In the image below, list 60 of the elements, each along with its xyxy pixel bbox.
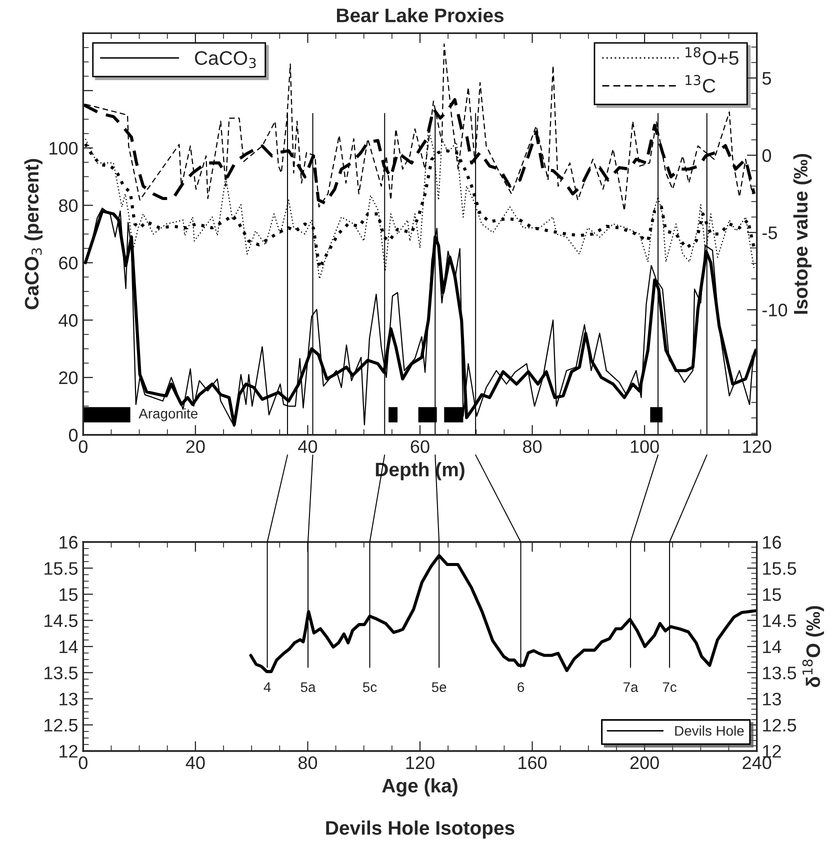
y2-tick-label: 16 xyxy=(763,536,781,549)
y-tick-label: 12.5 xyxy=(44,718,78,732)
x-tick-label: 160 xyxy=(518,756,547,770)
y-tick-label: 0 xyxy=(68,428,78,442)
x-tick-label: 240 xyxy=(742,756,772,770)
y-tick-label: 14 xyxy=(60,640,78,654)
y2-axis-title: δ$^{18}$O (‰) xyxy=(802,606,824,688)
y2-tick-label: -5 xyxy=(762,226,777,240)
x-tick-label: 0 xyxy=(78,756,88,770)
x-tick-label: 200 xyxy=(630,756,659,770)
x-tick-label: 100 xyxy=(630,440,659,453)
y-tick-label: 14.5 xyxy=(44,614,78,628)
y2-tick-label: 14 xyxy=(763,640,782,654)
x-tick-label: 60 xyxy=(410,440,430,453)
legend-label: CaCO$_{3}$ xyxy=(194,51,256,68)
y-tick-label: 15.5 xyxy=(44,562,78,575)
y-tick-label: 100 xyxy=(50,142,78,155)
legend-label: Devils Hole xyxy=(675,726,744,736)
chart-title: Bear Lake Proxies xyxy=(336,8,504,22)
x-tick-label: 0 xyxy=(78,440,88,453)
x-axis-title: Age (ka) xyxy=(382,778,458,796)
y-tick-label: 16 xyxy=(60,536,78,549)
annotation: 6 xyxy=(518,682,524,692)
x-tick-label: 80 xyxy=(298,756,318,770)
y2-tick-label: 15.5 xyxy=(763,562,796,575)
x-tick-label: 40 xyxy=(186,756,205,770)
y2-tick-label: 0 xyxy=(762,149,772,162)
y-axis-title: CaCO$_{3}$ (percent) xyxy=(24,159,42,310)
y2-tick-label: 13 xyxy=(763,692,781,706)
y2-tick-label: -10 xyxy=(762,304,788,316)
annotation: Aragonite xyxy=(138,408,198,422)
y2-tick-label: 15 xyxy=(763,588,782,601)
y2-tick-label: 13.5 xyxy=(763,666,796,680)
annotation: 4 xyxy=(264,682,271,692)
y-tick-label: 40 xyxy=(58,314,78,327)
y-tick-label: 20 xyxy=(59,371,78,384)
y-tick-label: 15 xyxy=(60,588,78,601)
y-tick-label: 13 xyxy=(60,692,78,706)
annotation: 5e xyxy=(432,682,446,692)
y-tick-label: 12 xyxy=(60,744,78,758)
text: Devils Hole Isotopes xyxy=(326,820,514,839)
annotation: 5a xyxy=(300,682,316,692)
annotation: 7c xyxy=(662,682,677,692)
y2-tick-label: 14.5 xyxy=(763,614,796,628)
annotation: 7a xyxy=(624,682,638,692)
y-tick-label: 13.5 xyxy=(44,666,78,680)
y2-tick-label: 5 xyxy=(762,72,771,85)
x-tick-label: 20 xyxy=(186,440,205,453)
x-tick-label: 120 xyxy=(406,756,434,770)
y2-tick-label: 12 xyxy=(763,744,781,758)
legend-label: $^{13}$C xyxy=(686,74,716,93)
x-tick-label: 120 xyxy=(743,440,772,453)
x-tick-label: 80 xyxy=(523,440,542,453)
annotation: 5c xyxy=(362,682,377,692)
y2-tick-label: 12.5 xyxy=(763,718,796,732)
y-tick-label: 80 xyxy=(59,199,78,212)
y-tick-label: 60 xyxy=(59,256,78,270)
x-tick-label: 40 xyxy=(298,440,318,453)
legend-label: $^{18}$O+5 xyxy=(686,47,738,65)
y2-axis-title: Isotope value (‰) xyxy=(793,154,812,314)
